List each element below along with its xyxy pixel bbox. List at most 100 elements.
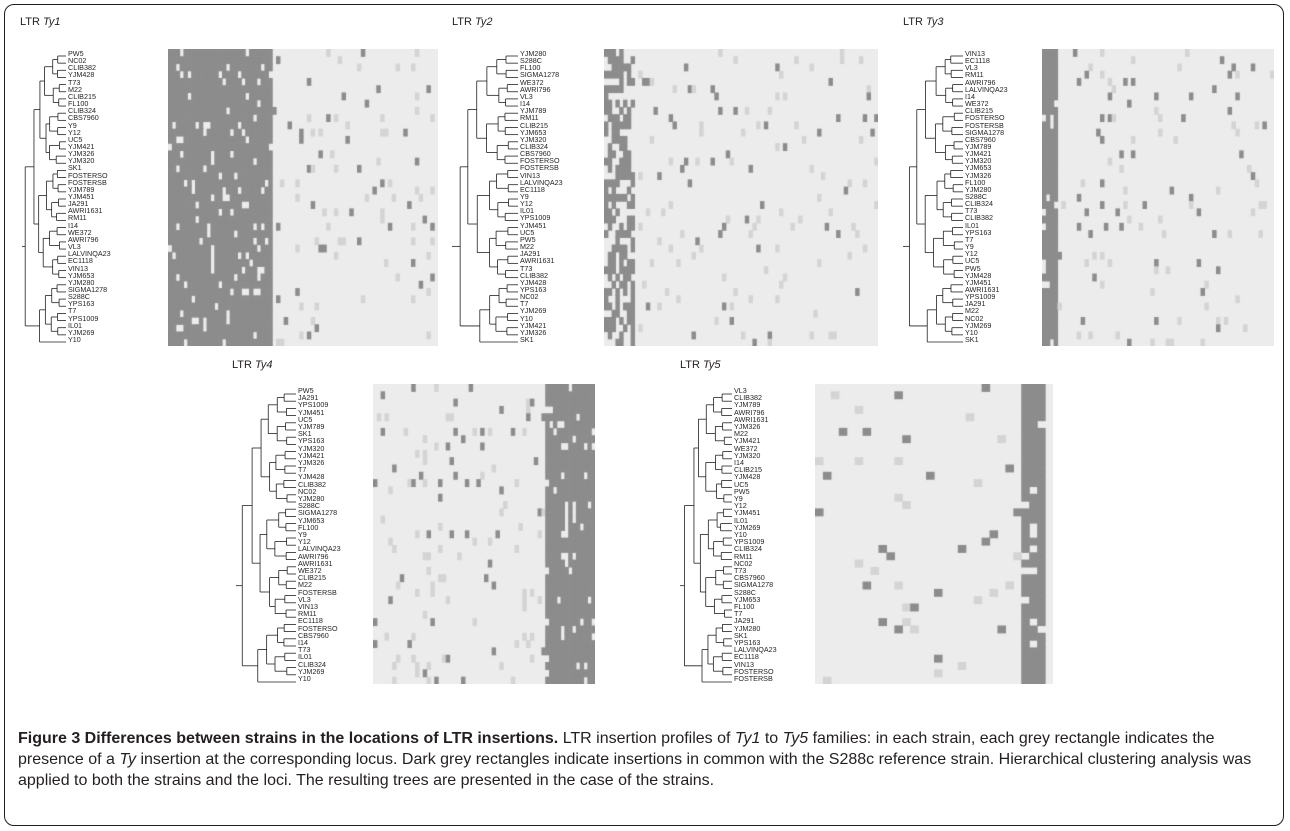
strain-label: CLIB215 — [298, 573, 326, 583]
strain-label: NC02 — [734, 558, 753, 568]
strain-label: Y12 — [965, 249, 978, 259]
strain-label: PW5 — [68, 49, 84, 58]
strain-label: LALVINQA23 — [68, 249, 111, 259]
strain-label: VIN13 — [520, 170, 540, 180]
strain-label: YJM421 — [68, 141, 95, 151]
strain-label: YJM428 — [520, 277, 547, 287]
strain-label: I14 — [298, 638, 308, 647]
strain-label: T73 — [965, 206, 978, 216]
strain-label: YJM326 — [298, 458, 325, 467]
strain-label: NC02 — [68, 56, 87, 66]
strain-label: YPS1009 — [68, 313, 99, 323]
strain-label: AWRI1631 — [734, 414, 769, 424]
strain-label: SK1 — [965, 335, 979, 344]
strain-label: YJM320 — [298, 443, 325, 453]
strain-label: FL100 — [734, 602, 755, 611]
strain-label: Y12 — [68, 127, 81, 137]
strain-label: YPS163 — [520, 284, 547, 294]
heatmap-canvas — [1042, 49, 1274, 346]
strain-label: YJM451 — [520, 220, 547, 230]
strain-label: T73 — [298, 645, 311, 655]
strain-label: UC5 — [520, 227, 535, 237]
strain-label: YJM428 — [965, 270, 992, 280]
strain-label: AWRI1631 — [965, 284, 1000, 294]
strain-label: Y10 — [298, 674, 311, 683]
strain-label: FOSTERSB — [734, 674, 773, 683]
strain-label: YJM789 — [520, 106, 547, 116]
strain-label: I14 — [965, 91, 975, 101]
figure-frame — [4, 4, 1284, 826]
strain-label: Y9 — [298, 530, 307, 539]
strain-label: SIGMA1278 — [298, 508, 338, 518]
panel-title: LTR Ty2 — [452, 16, 493, 28]
strain-label: AWRI796 — [734, 407, 765, 417]
strain-label: Y9 — [68, 120, 77, 130]
strain-label: CBS7960 — [734, 573, 765, 583]
insertion-heatmap — [1042, 49, 1274, 346]
strain-label: RM11 — [298, 609, 317, 619]
strain-label: VL3 — [68, 242, 81, 252]
strain-label: YJM326 — [734, 422, 761, 431]
strain-label: JA291 — [298, 393, 319, 403]
strain-label: YJM320 — [520, 134, 547, 144]
strain-label: T7 — [965, 234, 974, 244]
insertion-heatmap — [373, 384, 595, 684]
strain-label: YPS163 — [965, 227, 992, 237]
strain-label: SK1 — [68, 163, 82, 173]
strain-label: LALVINQA23 — [734, 645, 777, 655]
strain-label: FOSTERSO — [298, 623, 338, 633]
strain-label: FL100 — [68, 99, 89, 109]
heatmap-canvas — [168, 49, 438, 346]
strain-label: YPS163 — [68, 299, 95, 309]
strain-label: RM11 — [965, 70, 984, 80]
strain-label: S288C — [298, 501, 320, 511]
strain-label: WE372 — [734, 443, 758, 453]
strain-label: YJM421 — [965, 149, 992, 159]
strain-label: VIN13 — [68, 263, 88, 273]
strain-label: M22 — [520, 242, 534, 252]
strain-label: YJM320 — [68, 156, 95, 166]
strain-label: YJM789 — [734, 400, 761, 410]
strain-label: VL3 — [298, 594, 311, 604]
strain-label: YJM280 — [298, 494, 325, 503]
strain-label: SIGMA1278 — [965, 127, 1005, 137]
strain-label: CLIB324 — [520, 141, 548, 151]
strain-label: YJM280 — [68, 277, 95, 287]
strain-label: CLIB215 — [520, 120, 548, 130]
strain-label: Y9 — [520, 192, 529, 201]
strain-label: AWRI796 — [68, 234, 99, 244]
strain-label: AWRI1631 — [520, 256, 555, 266]
strain-label: NC02 — [520, 292, 539, 302]
strain-label: LALVINQA23 — [520, 177, 563, 187]
strain-label: CLIB215 — [68, 91, 96, 101]
strain-label: YJM653 — [68, 270, 95, 280]
strain-label: WE372 — [520, 77, 544, 87]
strain-label: UC5 — [965, 256, 980, 266]
strain-label: IL01 — [298, 652, 312, 662]
strain-label: Y12 — [298, 537, 311, 547]
strain-label: LALVINQA23 — [965, 84, 1008, 94]
strain-label: YPS1009 — [965, 292, 996, 302]
strain-label: PW5 — [734, 486, 750, 496]
strain-label: YJM428 — [298, 472, 325, 482]
strain-label: I14 — [734, 458, 744, 467]
strain-label: Y10 — [734, 530, 747, 539]
strain-label: SIGMA1278 — [734, 580, 774, 590]
strain-label: CLIB382 — [298, 479, 326, 489]
panel-title: LTR Ty4 — [232, 359, 273, 371]
strain-label: YJM280 — [965, 184, 992, 194]
strain-label: CLIB215 — [734, 465, 762, 475]
strain-label: YJM653 — [965, 163, 992, 173]
strain-label: CLIB324 — [68, 106, 96, 116]
strain-label: Y12 — [520, 199, 533, 209]
strain-label: RM11 — [68, 213, 87, 223]
strain-label: S288C — [520, 56, 542, 66]
strain-label: YJM326 — [965, 170, 992, 180]
strain-label: RM11 — [520, 113, 539, 123]
strain-label: FOSTERSO — [965, 113, 1005, 123]
strain-label: JA291 — [734, 616, 755, 626]
strain-label: Y12 — [734, 501, 747, 511]
strain-label: YJM428 — [734, 472, 761, 482]
strain-label: CLIB382 — [734, 393, 762, 403]
strain-label: PW5 — [520, 234, 536, 244]
